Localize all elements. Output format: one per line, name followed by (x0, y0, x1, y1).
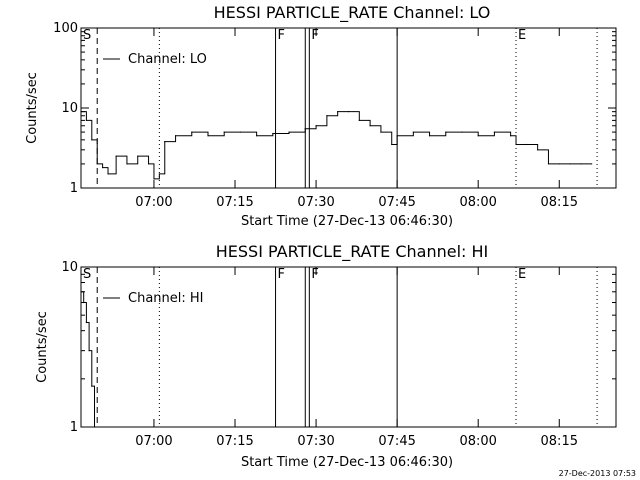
data-point (158, 173, 160, 175)
data-point (558, 163, 560, 165)
event-marker-label: F (278, 267, 285, 282)
data-point (256, 135, 258, 137)
data-point (391, 143, 393, 146)
panel-lo: HESSI PARTICLE_RATE Channel: LO Counts/s… (25, 3, 617, 229)
data-point (526, 143, 528, 146)
data-point (337, 111, 339, 113)
data-point (207, 135, 209, 137)
data-point (347, 111, 350, 113)
legend-label: Channel: HI (128, 291, 204, 306)
event-marker-label: F (278, 28, 285, 43)
data-point (153, 178, 155, 180)
data-point (461, 131, 463, 133)
data-point (126, 163, 128, 165)
legend-label: Channel: LO (128, 52, 207, 67)
y-tick-label: 10 (61, 101, 78, 116)
data-point (591, 163, 593, 165)
data-point (412, 131, 414, 133)
event-marker-label: S (83, 28, 91, 43)
data-point (147, 163, 150, 165)
event-marker-label: F (311, 267, 318, 282)
data-point (102, 166, 104, 169)
data-point (137, 155, 139, 157)
y-tick-label: 1 (70, 420, 78, 435)
data-point (91, 385, 93, 387)
data-point (191, 131, 193, 133)
series-line (81, 291, 96, 427)
data-point (396, 135, 398, 137)
data-point (326, 115, 328, 117)
chart-title: HESSI PARTICLE_RATE Channel: HI (216, 242, 489, 262)
data-point (272, 132, 274, 135)
data-point (369, 125, 371, 127)
data-point (223, 131, 225, 133)
data-point (80, 111, 82, 113)
data-point (93, 426, 96, 428)
data-point (547, 163, 550, 165)
data-point (315, 125, 317, 127)
data-point (115, 155, 117, 157)
data-point (164, 141, 166, 143)
x-tick-label: 07:45 (378, 434, 415, 449)
footer-timestamp: 27-Dec-2013 07:53 (559, 469, 636, 478)
data-point (358, 119, 360, 121)
data-point (537, 149, 539, 151)
series-line (81, 111, 592, 180)
x-axis-label: Start Time (27-Dec-13 06:46:30) (241, 455, 453, 470)
y-tick-label: 1 (70, 181, 78, 196)
x-tick-label: 07:45 (378, 195, 415, 210)
data-point (477, 135, 479, 137)
x-tick-label: 08:15 (541, 195, 578, 210)
data-point (493, 131, 496, 133)
x-tick-label: 07:15 (216, 195, 253, 210)
x-tick-label: 07:00 (135, 195, 172, 210)
data-point (107, 173, 109, 175)
x-tick-label: 07:30 (297, 195, 334, 210)
data-point (428, 135, 431, 137)
event-marker-label: E (518, 267, 526, 282)
x-axis-label: Start Time (27-Dec-13 06:46:30) (241, 214, 453, 229)
y-tick-label: 100 (53, 21, 78, 36)
x-tick-label: 07:30 (297, 434, 334, 449)
event-marker-label: E (518, 28, 526, 43)
data-point (569, 163, 571, 165)
data-point (304, 128, 306, 130)
chart-title: HESSI PARTICLE_RATE Channel: LO (214, 3, 491, 23)
data-point (445, 131, 447, 133)
data-point (380, 131, 382, 133)
data-point (580, 163, 582, 165)
y-axis-label: Counts/sec (35, 311, 50, 383)
data-point (91, 139, 93, 141)
data-point (174, 135, 177, 137)
data-point (88, 350, 90, 352)
data-point (85, 321, 88, 324)
x-tick-label: 08:15 (541, 434, 578, 449)
x-tick-label: 07:15 (216, 434, 253, 449)
event-marker-label: F (311, 28, 318, 43)
x-tick-label: 07:00 (135, 434, 172, 449)
x-tick-label: 08:00 (459, 195, 496, 210)
data-point (85, 119, 88, 121)
data-point (239, 131, 242, 133)
y-tick-label: 10 (61, 260, 78, 275)
data-point (288, 131, 290, 133)
event-marker-label: S (83, 267, 91, 282)
x-tick-label: 08:00 (459, 434, 496, 449)
data-point (83, 301, 85, 304)
data-point (96, 163, 98, 165)
y-axis-label: Counts/sec (25, 72, 40, 144)
data-point (515, 143, 517, 146)
data-point (80, 291, 82, 293)
panel-hi: HESSI PARTICLE_RATE Channel: HI Counts/s… (35, 242, 617, 470)
data-point (510, 135, 512, 137)
